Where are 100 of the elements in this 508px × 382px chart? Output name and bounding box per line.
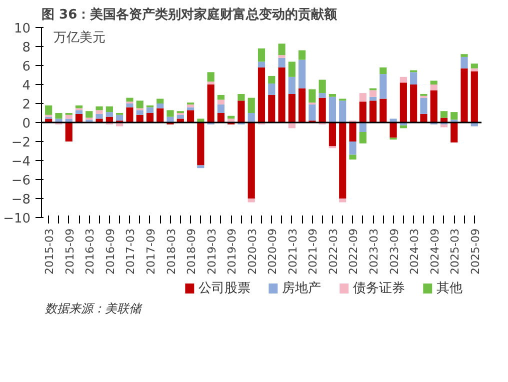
x-tick-label: 2015-09 (63, 228, 76, 274)
bar (278, 67, 286, 122)
bar (207, 72, 214, 82)
y-tick-label: 0 (22, 116, 31, 132)
bar (217, 104, 224, 113)
x-tick-label: 2019-09 (226, 228, 239, 274)
bar (258, 48, 266, 62)
x-tick-label: 2017-09 (144, 228, 158, 274)
bar (106, 106, 113, 112)
bar (166, 116, 174, 122)
bar (349, 154, 356, 160)
bar (430, 84, 438, 90)
bar (339, 198, 346, 202)
bar (176, 114, 184, 119)
bar (278, 44, 286, 56)
x-tick-label: 2020-09 (266, 228, 280, 274)
bar (96, 114, 103, 119)
x-tick-label: 2024-03 (408, 228, 422, 274)
bar (369, 90, 377, 97)
x-tick-label: 2025-03 (448, 228, 462, 274)
legend-label: 债务证券 (353, 281, 406, 296)
bar (470, 71, 478, 122)
bar (339, 122, 346, 198)
bar (369, 96, 377, 101)
bar (258, 62, 266, 68)
x-tick-label: 2024-09 (428, 228, 442, 274)
bar (55, 113, 62, 119)
y-tick-label: −10 (3, 212, 31, 226)
bar (288, 76, 296, 94)
bar (328, 96, 336, 122)
bar (217, 100, 224, 104)
bar (288, 94, 296, 122)
bar (400, 76, 407, 83)
bar (126, 107, 134, 122)
bar (65, 122, 72, 142)
bar (328, 94, 336, 97)
bar (278, 58, 286, 68)
bar (420, 114, 428, 122)
bar (410, 72, 418, 84)
bar (166, 110, 174, 117)
source-note: 数据来源：美联储 (45, 302, 144, 316)
legend-label: 公司股票 (198, 281, 251, 296)
bar (308, 104, 316, 121)
bar (430, 90, 438, 122)
bar (45, 105, 52, 115)
legend-label: 房地产 (282, 280, 322, 296)
bar (75, 110, 83, 114)
y-axis-title: 万亿美元 (54, 29, 106, 46)
x-tick-label: 2022-03 (326, 228, 340, 274)
bar (349, 142, 356, 155)
legend-label: 其他 (436, 281, 463, 296)
bar (248, 113, 255, 122)
bar (96, 106, 103, 110)
y-tick-label: 2 (22, 98, 31, 112)
x-tick-label: 2015-03 (43, 228, 56, 274)
x-tick-label: 2020-03 (246, 228, 259, 274)
y-tick-label: 8 (22, 40, 31, 56)
bar (106, 112, 113, 117)
bar (186, 110, 194, 122)
x-tick-label: 2019-03 (205, 228, 218, 274)
x-tick-label: 2016-09 (104, 228, 117, 274)
y-tick-label: −2 (11, 136, 31, 150)
bar (248, 122, 255, 198)
bar (470, 64, 478, 68)
bar (136, 114, 144, 122)
bar (430, 80, 438, 84)
bar (65, 114, 72, 119)
bar (318, 80, 326, 94)
x-tick-label: 2018-09 (185, 228, 198, 274)
bar (75, 105, 83, 108)
bar (96, 110, 103, 114)
bar (146, 113, 154, 122)
bar (380, 98, 387, 122)
bar (217, 94, 224, 100)
bar (359, 132, 366, 144)
bar (248, 98, 255, 113)
bar (400, 82, 407, 122)
bar (318, 93, 326, 98)
bar (197, 122, 204, 166)
bar (460, 56, 468, 68)
bar (86, 111, 93, 118)
bar (460, 54, 468, 57)
y-tick-label: 10 (14, 22, 31, 36)
bar (238, 94, 245, 101)
y-tick-label: −6 (11, 174, 31, 188)
bar (380, 74, 387, 99)
bar (359, 93, 366, 102)
y-tick-label: 4 (22, 78, 31, 94)
x-tick-label: 2021-03 (286, 228, 300, 274)
bar (390, 122, 397, 138)
bar (248, 198, 255, 202)
bar (440, 111, 448, 118)
y-tick-label: −4 (11, 154, 31, 170)
bar (349, 122, 356, 142)
x-tick-label: 2023-03 (368, 228, 381, 274)
bar (156, 108, 164, 122)
chart-title: 图 36：美国各资产类别对家庭财富总变动的贡献额 (42, 6, 338, 22)
bar (126, 98, 134, 102)
bar (268, 76, 276, 84)
bar (146, 107, 154, 113)
